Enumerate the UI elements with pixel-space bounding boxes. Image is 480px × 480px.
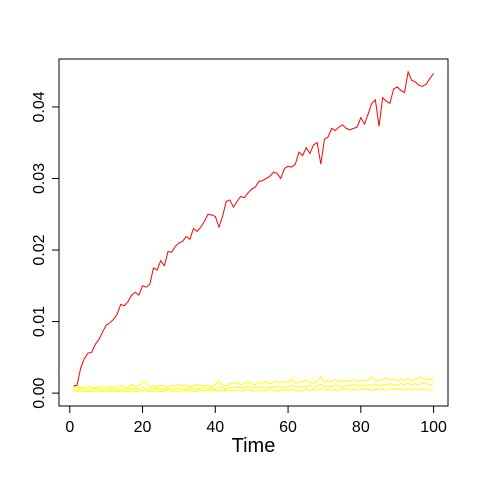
x-tick-label: 100 bbox=[420, 419, 447, 436]
x-tick-label: 20 bbox=[134, 419, 152, 436]
x-tick-label: 80 bbox=[352, 419, 370, 436]
y-tick-label: 0.02 bbox=[31, 234, 48, 265]
x-tick-label: 0 bbox=[65, 419, 74, 436]
x-tick-label: 60 bbox=[279, 419, 297, 436]
y-tick-label: 0.04 bbox=[31, 91, 48, 122]
x-tick-label: 40 bbox=[206, 419, 224, 436]
y-tick-label: 0.00 bbox=[31, 377, 48, 408]
series-line bbox=[73, 375, 434, 389]
y-tick-label: 0.03 bbox=[31, 163, 48, 194]
x-axis-title: Time bbox=[232, 435, 276, 457]
plot-frame bbox=[58, 58, 449, 407]
series-line bbox=[73, 388, 434, 393]
series-line bbox=[73, 382, 434, 391]
y-tick-label: 0.01 bbox=[31, 306, 48, 337]
series-line bbox=[73, 70, 434, 387]
